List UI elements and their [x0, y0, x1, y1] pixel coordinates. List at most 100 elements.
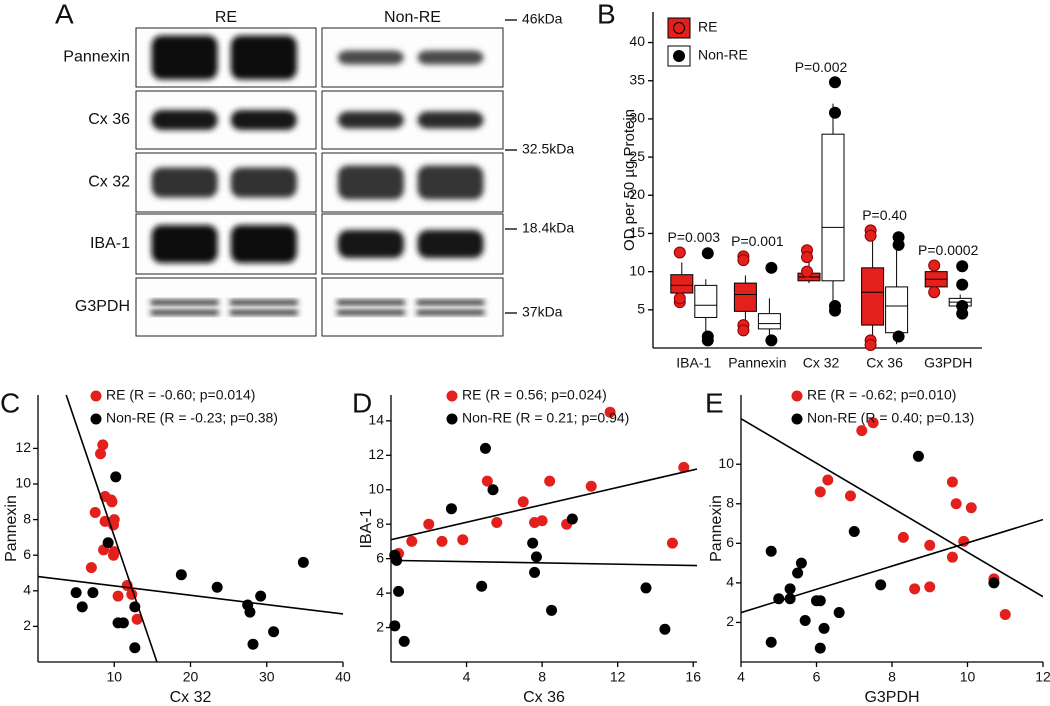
point: [479, 442, 491, 454]
box: [861, 267, 885, 326]
y-tick-label: 8: [726, 494, 734, 510]
box: [694, 284, 718, 318]
x-tick-label: Pannexin: [728, 355, 786, 371]
point: [527, 537, 539, 549]
point: [85, 562, 97, 574]
x-tick-label: 6: [813, 669, 821, 685]
band: [230, 110, 297, 130]
row-label: Pannexin: [63, 49, 130, 66]
point: [487, 484, 499, 496]
band: [151, 167, 218, 198]
panel-letter: E: [705, 387, 724, 418]
point: [423, 518, 435, 530]
point: [640, 582, 652, 594]
point: [445, 503, 457, 515]
point: [398, 635, 410, 647]
y-tick-label: 10: [15, 475, 31, 491]
legend-label: RE: [698, 19, 717, 35]
point: [297, 556, 309, 568]
band: [230, 35, 297, 80]
legend-dot: [90, 413, 102, 425]
point: [875, 579, 887, 591]
band: [150, 300, 219, 305]
y-tick-label: 2: [726, 613, 734, 629]
outlier: [829, 76, 841, 89]
box: [885, 286, 909, 334]
outlier: [864, 338, 877, 351]
x-tick-label: 16: [685, 669, 701, 685]
band: [336, 300, 405, 305]
outlier: [928, 259, 941, 272]
outlier: [765, 334, 778, 347]
point: [795, 557, 807, 569]
outlier: [892, 330, 905, 343]
p-value: P=0.001: [731, 233, 784, 249]
x-tick-label: 10: [960, 669, 976, 685]
y-tick-label: 6: [376, 549, 384, 565]
point: [393, 585, 405, 597]
point: [129, 642, 141, 654]
x-tick-label: 4: [737, 669, 745, 685]
point: [536, 515, 548, 527]
y-tick-label: 20: [629, 186, 645, 202]
y-tick-label: 4: [726, 574, 734, 590]
x-tick-label: Cx 32: [803, 355, 840, 371]
fit-line: [391, 559, 697, 567]
point: [107, 549, 119, 561]
x-tick-label: 4: [463, 669, 471, 685]
point: [659, 623, 671, 635]
y-tick-label: 4: [23, 582, 31, 598]
point: [89, 506, 101, 518]
point: [897, 531, 909, 543]
box: [733, 282, 757, 312]
band: [337, 50, 404, 65]
point: [814, 595, 826, 607]
point: [924, 539, 936, 551]
point: [566, 513, 578, 525]
point: [97, 439, 109, 451]
y-tick-label: 6: [726, 534, 734, 550]
point: [909, 583, 921, 595]
y-tick-label: 8: [376, 515, 384, 531]
y-tick-label: 8: [23, 510, 31, 526]
x-axis-label: Cx 36: [523, 689, 565, 706]
point: [529, 566, 541, 578]
y-axis-label: OD per 50 µg Protein: [621, 109, 638, 251]
point: [244, 606, 256, 618]
point: [268, 626, 280, 638]
y-tick-label: 10: [629, 262, 645, 278]
band: [151, 225, 218, 263]
band: [229, 300, 298, 305]
band: [151, 110, 218, 130]
fit-line: [741, 418, 1043, 598]
outlier: [801, 251, 813, 264]
outlier: [701, 247, 714, 260]
point: [765, 636, 777, 648]
y-tick-label: 4: [376, 584, 384, 600]
outlier: [864, 229, 877, 242]
point: [247, 638, 259, 650]
point: [833, 607, 845, 619]
legend-label: RE (R = 0.56; p=0.024): [462, 387, 607, 403]
legend-dot: [90, 390, 102, 402]
x-tick-label: 8: [538, 669, 546, 685]
point: [112, 617, 124, 629]
point: [436, 535, 448, 547]
y-tick-label: 2: [23, 617, 31, 633]
point: [946, 476, 958, 488]
band: [150, 310, 219, 315]
point: [481, 475, 493, 487]
x-tick-label: 10: [106, 669, 122, 685]
point: [585, 480, 597, 492]
point: [457, 534, 469, 546]
marker-label: 18.4kDa: [522, 220, 574, 236]
p-value: P=0.40: [862, 207, 907, 223]
fit-line: [38, 575, 343, 615]
band: [417, 50, 484, 65]
point: [799, 614, 811, 626]
row-label: IBA-1: [90, 235, 130, 252]
outlier: [737, 254, 750, 267]
point: [544, 475, 556, 487]
point: [678, 461, 690, 473]
